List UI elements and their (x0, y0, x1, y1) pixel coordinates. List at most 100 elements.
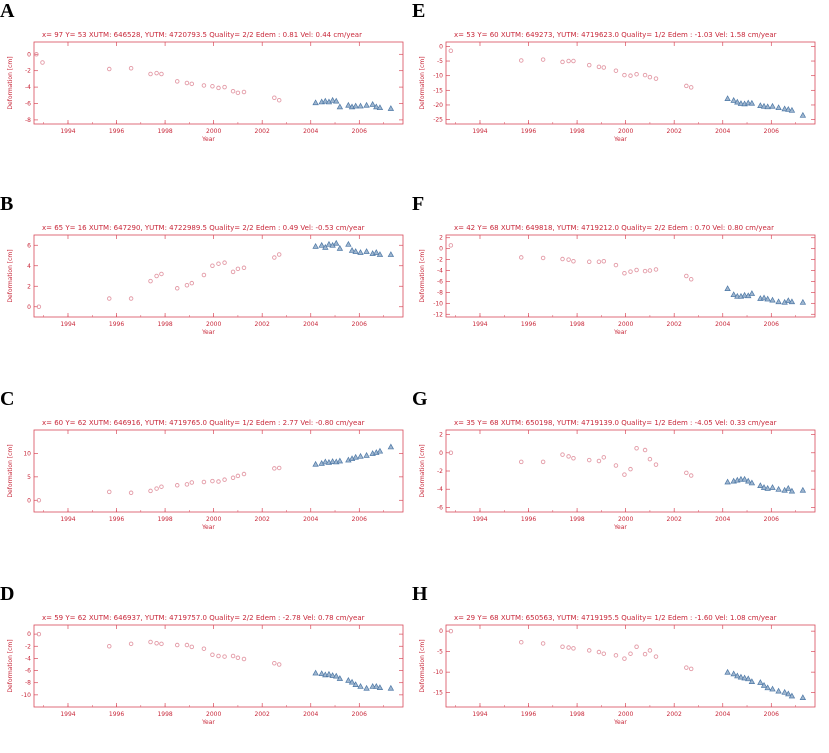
x-tick-label: 1994 (60, 711, 75, 718)
y-tick-label: 0 (27, 497, 31, 504)
ers-point (601, 65, 607, 70)
panel-letter: B (0, 193, 14, 215)
envisat-point (775, 485, 782, 492)
envisat-point (799, 111, 807, 118)
ers-point (519, 58, 524, 63)
plot-frame (33, 234, 404, 318)
y-tick-label: -4 (25, 84, 31, 91)
envisat-point (775, 298, 782, 305)
envisat-point (345, 676, 352, 683)
ers-point (448, 243, 454, 248)
x-tick-label: 1996 (109, 128, 124, 135)
envisat-point (352, 102, 359, 109)
ers-point (154, 640, 159, 646)
ers-point (235, 90, 241, 96)
envisat-point (363, 248, 370, 254)
envisat-point (312, 99, 319, 106)
envisat-point (376, 447, 384, 454)
ers-point (276, 465, 282, 471)
panel-letter: A (0, 0, 15, 22)
ers-point (272, 95, 277, 101)
x-tick-label: 1998 (569, 321, 584, 328)
ers-point (272, 661, 277, 666)
plot-title: x= 60 Y= 62 XUTM: 646916, YUTM: 4719765.… (42, 419, 365, 427)
ers-point (235, 473, 241, 479)
envisat-point (363, 451, 370, 458)
ers-point (622, 271, 627, 276)
ers-point (36, 498, 42, 503)
ers-point (272, 255, 277, 260)
x-axis-label: Year (613, 329, 627, 336)
envisat-point (775, 687, 782, 694)
ers-point (210, 263, 215, 268)
ers-point (601, 455, 607, 460)
deformation-plot: x= 59 Y= 62 XUTM: 646937, YUTM: 4719757.… (7, 614, 404, 726)
plot-title: x= 29 Y= 68 XUTM: 650563, YUTM: 4719195.… (454, 614, 777, 622)
envisat-point (769, 102, 776, 109)
y-tick-label: -10 (433, 669, 443, 676)
y-tick-label: -25 (433, 117, 443, 124)
series-envisat (312, 96, 395, 111)
x-tick-label: 2004 (303, 321, 318, 328)
series-ers (36, 252, 282, 309)
x-tick-label: 2002 (667, 128, 682, 135)
ers-point (642, 72, 648, 78)
envisat-point (329, 96, 336, 103)
ers-point (519, 639, 524, 645)
x-tick-label: 2006 (764, 516, 779, 523)
ers-point (201, 83, 207, 88)
x-tick-label: 2006 (764, 128, 779, 135)
series-ers (36, 631, 282, 667)
ers-point (154, 70, 159, 76)
ers-point (235, 266, 241, 272)
y-tick-label: -4 (25, 655, 31, 662)
envisat-point (329, 672, 336, 678)
ers-point (148, 278, 153, 284)
ers-point (201, 479, 207, 485)
ers-point (566, 454, 571, 459)
y-tick-label: 6 (27, 242, 31, 249)
series-envisat (724, 285, 807, 305)
ers-point (540, 255, 546, 261)
series-ers (448, 445, 694, 478)
y-axis-label: Deformation [cm] (7, 249, 14, 302)
ers-point (653, 654, 659, 659)
x-axis-label: Year (613, 524, 627, 531)
y-tick-label: -20 (433, 102, 443, 109)
y-tick-label: -10 (21, 692, 31, 699)
series-envisat (724, 668, 807, 701)
y-tick-label: -12 (433, 311, 443, 318)
y-tick-label: -2 (25, 643, 31, 650)
ers-point (448, 628, 454, 634)
ers-point (272, 466, 277, 471)
envisat-point (363, 101, 370, 108)
x-tick-label: 1996 (109, 711, 124, 718)
envisat-point (376, 251, 384, 257)
ers-point (642, 651, 648, 657)
envisat-point (760, 102, 768, 109)
ers-point (184, 642, 190, 648)
x-tick-label: 2002 (667, 321, 682, 328)
ers-point (571, 646, 576, 651)
series-ers (448, 243, 694, 282)
ers-point (174, 642, 180, 648)
x-tick-label: 1994 (60, 321, 75, 328)
ers-point (622, 472, 627, 477)
x-tick-label: 2006 (352, 711, 367, 718)
x-tick-label: 2006 (352, 321, 367, 328)
ers-point (222, 260, 227, 265)
envisat-point (318, 670, 325, 677)
x-tick-label: 2004 (715, 128, 730, 135)
ers-point (519, 255, 524, 260)
envisat-point (318, 241, 325, 248)
envisat-point (799, 486, 807, 493)
envisat-point (799, 298, 807, 305)
ers-point (159, 641, 164, 647)
envisat-point (737, 673, 745, 680)
x-tick-label: 2000 (206, 711, 221, 718)
y-tick-label: 0 (439, 43, 443, 50)
ers-point (34, 52, 39, 57)
ers-point (628, 269, 633, 274)
y-tick-label: -15 (433, 690, 443, 697)
